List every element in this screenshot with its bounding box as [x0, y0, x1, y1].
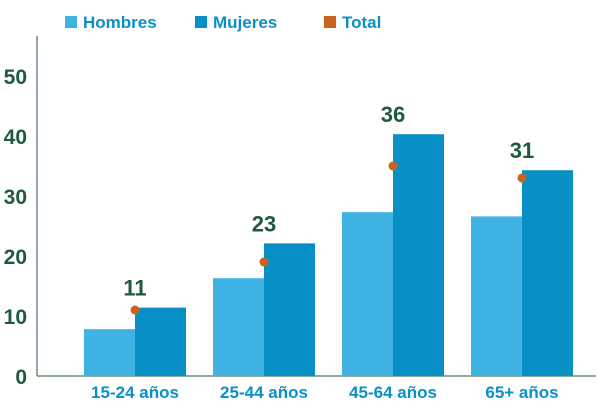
bar-hombres-0	[84, 329, 135, 376]
bar-mujeres-3	[522, 170, 573, 376]
bars	[84, 134, 573, 376]
data-labels: 11 23 36 31	[123, 102, 534, 300]
legend-label-hombres: Hombres	[83, 13, 157, 32]
y-tick-label: 40	[4, 126, 27, 149]
data-label-2: 36	[381, 102, 405, 127]
total-point-1	[259, 257, 269, 267]
legend-label-mujeres: Mujeres	[213, 13, 277, 32]
bar-mujeres-0	[135, 307, 186, 376]
total-point-0	[130, 305, 140, 315]
legend-swatch-total	[324, 16, 336, 28]
y-tick-label: 30	[4, 186, 27, 209]
legend: Hombres Mujeres Total	[65, 13, 381, 32]
x-category-label-3: 65+ años	[485, 383, 558, 402]
legend-swatch-hombres	[65, 16, 77, 28]
total-points	[130, 161, 527, 315]
y-tick-label: 10	[4, 306, 27, 329]
x-category-label-2: 45-64 años	[349, 383, 437, 402]
bar-hombres-2	[342, 212, 393, 376]
x-category-label-0: 15-24 años	[91, 383, 179, 402]
y-axis-ticks: 0 10 20 30 40 50	[4, 66, 27, 389]
x-axis-categories: 15-24 años 25-44 años 45-64 años 65+ años	[91, 383, 559, 402]
x-category-label-1: 25-44 años	[220, 383, 308, 402]
y-tick-label: 20	[4, 246, 27, 269]
data-label-3: 31	[510, 138, 534, 163]
total-point-3	[517, 173, 527, 183]
bar-mujeres-2	[393, 134, 444, 376]
legend-swatch-mujeres	[195, 16, 207, 28]
bar-mujeres-1	[264, 243, 315, 376]
bar-hombres-3	[471, 216, 522, 376]
y-tick-label: 0	[15, 366, 27, 389]
data-label-1: 23	[252, 211, 276, 236]
y-tick-label: 50	[4, 66, 27, 89]
bar-hombres-1	[213, 278, 264, 376]
data-label-0: 11	[123, 276, 146, 301]
total-point-2	[388, 161, 398, 171]
legend-label-total: Total	[342, 13, 381, 32]
